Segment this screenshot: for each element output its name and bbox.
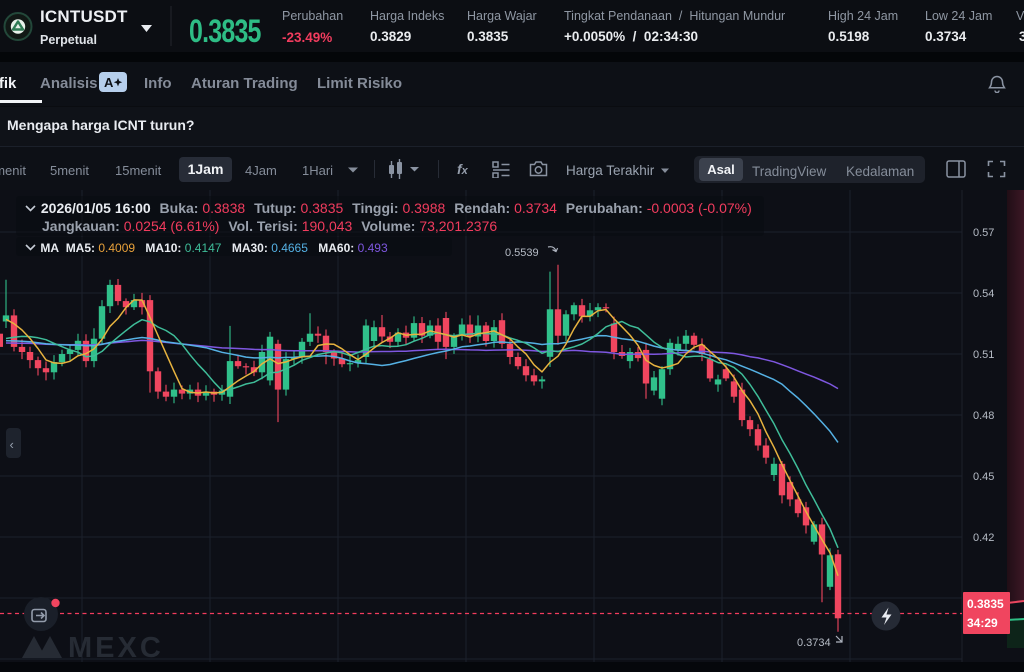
svg-text:34:29: 34:29 (967, 616, 998, 630)
svg-text:0.54: 0.54 (973, 288, 994, 300)
svg-text:0.5539: 0.5539 (505, 247, 539, 259)
svg-text:0.45: 0.45 (973, 471, 994, 483)
svg-text:A: A (104, 75, 114, 90)
svg-text:0.48: 0.48 (973, 410, 994, 422)
svg-text:‹: ‹ (10, 437, 14, 452)
svg-text:0.57: 0.57 (973, 227, 994, 239)
svg-text:MEXC: MEXC (68, 632, 164, 664)
svg-text:0.51: 0.51 (973, 349, 994, 361)
svg-text:0.3734: 0.3734 (797, 637, 831, 649)
svg-text:0.42: 0.42 (973, 532, 994, 544)
svg-text:0.3835: 0.3835 (967, 597, 1004, 611)
